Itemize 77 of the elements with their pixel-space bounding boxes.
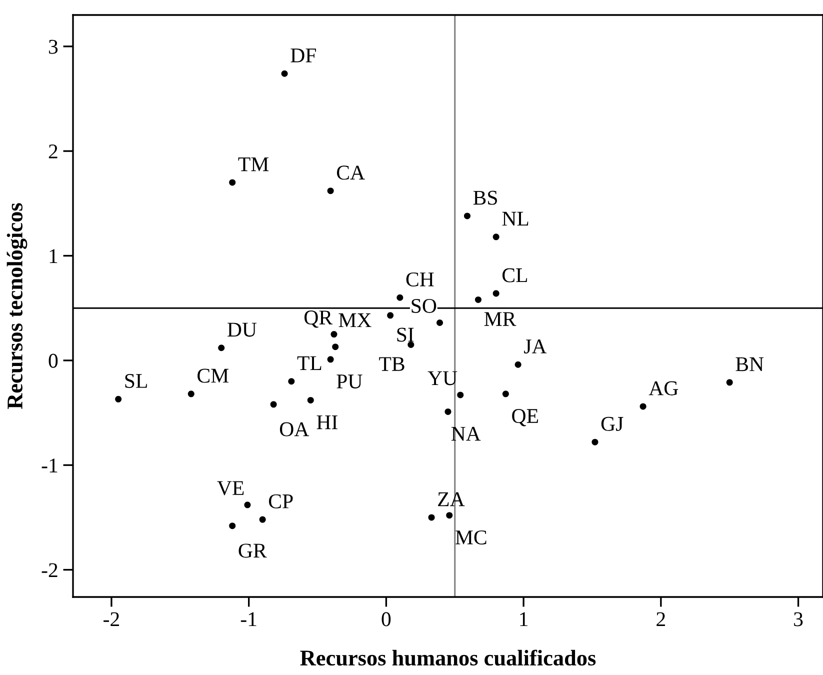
point bbox=[307, 396, 314, 404]
annotation: OA bbox=[280, 422, 310, 436]
point bbox=[327, 188, 334, 194]
y-tick-label: -2 bbox=[42, 563, 58, 578]
point bbox=[330, 331, 338, 338]
x-tick-label: -2 bbox=[104, 612, 119, 626]
annotation: AG bbox=[648, 381, 678, 396]
annotation: ZA bbox=[438, 492, 465, 506]
y-tick-label: 1 bbox=[50, 249, 58, 263]
annotation: BN bbox=[736, 357, 764, 372]
point bbox=[270, 401, 277, 408]
point bbox=[396, 294, 404, 301]
point bbox=[446, 512, 453, 519]
annotation: CA bbox=[336, 166, 365, 180]
point bbox=[444, 408, 452, 415]
x-tick-label: -1 bbox=[240, 612, 256, 626]
annotation: MC bbox=[456, 530, 486, 544]
point bbox=[115, 396, 122, 402]
annotation: BS bbox=[473, 190, 497, 205]
annotation: SL bbox=[125, 374, 147, 388]
point bbox=[640, 403, 646, 410]
point bbox=[244, 502, 251, 508]
y-tick-label: -1 bbox=[42, 458, 58, 472]
point bbox=[457, 392, 464, 398]
annotation: CH bbox=[406, 272, 434, 286]
point bbox=[474, 296, 482, 303]
x-tick-label: 3 bbox=[794, 612, 803, 626]
x-tick-label: 2 bbox=[656, 612, 665, 626]
annotation: TM bbox=[238, 157, 269, 172]
x-tick-label: 0 bbox=[382, 612, 391, 626]
annotation: CP bbox=[268, 494, 293, 508]
point bbox=[726, 379, 733, 386]
y-axis-title: Recursos tecnológicos bbox=[6, 203, 28, 409]
annotation: NA bbox=[451, 426, 481, 441]
annotation: PU bbox=[336, 374, 362, 388]
annotation: SO bbox=[412, 298, 436, 313]
point bbox=[229, 522, 236, 530]
y-tick-label: 0 bbox=[48, 354, 58, 368]
annotation: GR bbox=[238, 544, 267, 558]
x-axis-title: Recursos humanos cualificados bbox=[300, 650, 596, 666]
annotation: JA bbox=[524, 339, 547, 354]
point bbox=[259, 516, 266, 523]
point bbox=[492, 290, 500, 297]
y-tick-label: 2 bbox=[48, 144, 58, 158]
point bbox=[428, 514, 435, 521]
point bbox=[436, 319, 444, 326]
annotation: TL bbox=[297, 356, 322, 370]
point bbox=[387, 312, 394, 319]
annotation: DU bbox=[228, 322, 257, 337]
annotation: SI bbox=[397, 328, 414, 342]
point bbox=[281, 70, 288, 77]
point bbox=[188, 390, 194, 398]
annotation: QE bbox=[512, 409, 538, 426]
point bbox=[288, 378, 295, 385]
annotation: VE bbox=[217, 481, 244, 496]
point bbox=[229, 179, 236, 186]
annotation: TB bbox=[379, 357, 404, 371]
annotation: MX bbox=[338, 313, 372, 328]
point bbox=[502, 390, 509, 398]
point bbox=[514, 361, 522, 368]
annotation: CM bbox=[198, 368, 228, 383]
annotation: HI bbox=[316, 415, 338, 430]
point bbox=[592, 438, 598, 446]
annotation: DF bbox=[290, 48, 316, 62]
annotation: QR bbox=[304, 310, 333, 328]
point bbox=[327, 356, 334, 363]
annotation: CL bbox=[502, 268, 528, 282]
point bbox=[218, 344, 225, 352]
annotation: GJ bbox=[601, 416, 624, 431]
point bbox=[492, 234, 500, 240]
y-tick-label: 3 bbox=[48, 40, 58, 54]
x-tick-label: 1 bbox=[520, 612, 528, 626]
annotation: MR bbox=[484, 312, 516, 326]
annotation: NL bbox=[502, 212, 528, 226]
annotation: YU bbox=[428, 371, 458, 386]
point bbox=[464, 212, 470, 220]
point bbox=[332, 344, 339, 350]
